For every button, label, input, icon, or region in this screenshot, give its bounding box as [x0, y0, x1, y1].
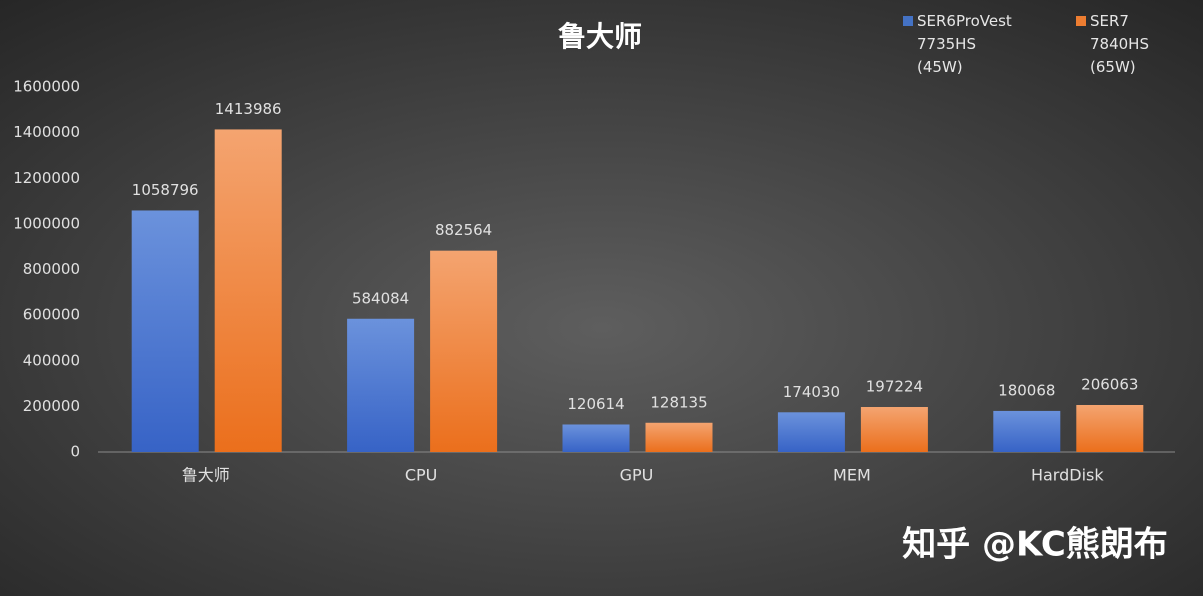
data-label: 174030: [783, 383, 840, 401]
y-tick-label: 1000000: [13, 214, 80, 232]
legend-label: SER7 7840HS (65W): [1090, 12, 1149, 76]
y-tick-label: 1600000: [13, 78, 80, 96]
data-label: 180068: [998, 381, 1055, 399]
bar: [214, 129, 282, 452]
bar: [430, 250, 498, 452]
bar: [645, 422, 713, 452]
data-label: 882564: [435, 221, 492, 239]
data-label: 1058796: [132, 181, 199, 199]
bar: [562, 424, 630, 452]
x-tick-label: CPU: [405, 466, 438, 485]
data-label: 584084: [352, 289, 409, 307]
bar: [131, 210, 199, 452]
chart-title: 鲁大师: [558, 20, 642, 53]
legend-swatch: [1076, 16, 1086, 26]
x-tick-label: 鲁大师: [182, 466, 230, 485]
bar: [860, 407, 928, 452]
data-label: 128135: [650, 393, 707, 411]
bar: [1076, 404, 1144, 452]
y-tick-label: 800000: [23, 260, 80, 278]
y-tick-label: 1400000: [13, 123, 80, 141]
data-label: 206063: [1081, 375, 1138, 393]
data-label: 197224: [866, 378, 923, 396]
legend-item: SER6ProVest 7735HS (45W): [903, 10, 1012, 79]
bar: [777, 412, 845, 452]
y-tick-label: 200000: [23, 397, 80, 415]
legend-label: SER6ProVest 7735HS (45W): [917, 12, 1012, 76]
data-label: 1413986: [215, 100, 282, 118]
data-label: 120614: [567, 395, 624, 413]
bar: [347, 318, 415, 452]
x-tick-label: HardDisk: [1031, 466, 1104, 485]
watermark: 知乎 @KC熊朗布: [902, 525, 1168, 565]
y-tick-label: 1200000: [13, 169, 80, 187]
legend-item: SER7 7840HS (65W): [1076, 10, 1149, 79]
bar: [993, 410, 1061, 452]
y-tick-label: 0: [70, 443, 80, 461]
legend-swatch: [903, 16, 913, 26]
y-tick-label: 600000: [23, 306, 80, 324]
y-tick-label: 400000: [23, 351, 80, 369]
x-tick-label: MEM: [833, 466, 871, 485]
x-tick-label: GPU: [620, 466, 654, 485]
